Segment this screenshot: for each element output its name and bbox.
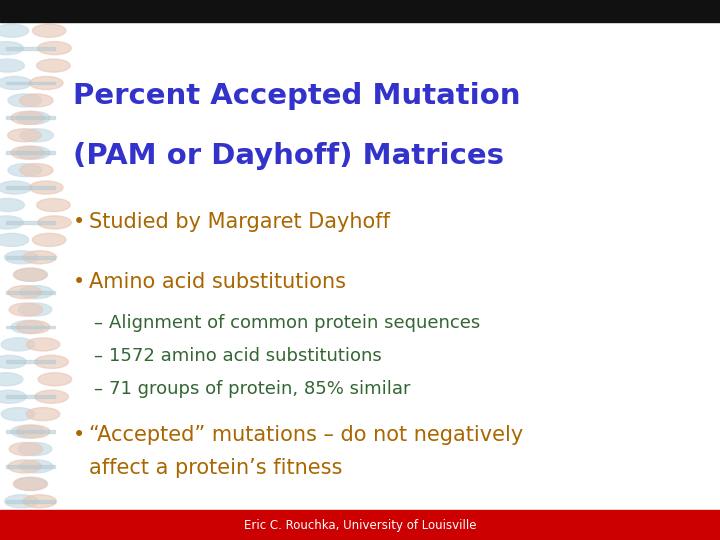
Text: Percent Accepted Mutation: Percent Accepted Mutation (73, 82, 521, 110)
Bar (6, 47, 55, 50)
Ellipse shape (11, 111, 45, 124)
Ellipse shape (1, 408, 35, 421)
Text: –: – (93, 347, 102, 365)
Ellipse shape (32, 233, 66, 246)
Ellipse shape (14, 477, 47, 490)
Bar (6, 326, 55, 328)
Bar (6, 151, 55, 154)
Ellipse shape (0, 42, 23, 55)
Ellipse shape (4, 251, 38, 264)
Bar (0, 510, 720, 540)
Ellipse shape (14, 0, 47, 2)
Text: Studied by Margaret Dayhoff: Studied by Margaret Dayhoff (89, 212, 390, 232)
Ellipse shape (4, 495, 38, 508)
Ellipse shape (9, 303, 42, 316)
Ellipse shape (0, 233, 29, 246)
Ellipse shape (8, 129, 41, 142)
Ellipse shape (17, 146, 50, 159)
Ellipse shape (14, 0, 48, 2)
Bar (6, 500, 55, 503)
Bar (0, 0, 720, 22)
Bar (6, 291, 55, 294)
Ellipse shape (19, 94, 53, 107)
Ellipse shape (0, 181, 32, 194)
Text: (PAM or Dayhoff) Matrices: (PAM or Dayhoff) Matrices (73, 142, 504, 170)
Ellipse shape (14, 268, 47, 281)
Ellipse shape (23, 6, 56, 20)
Ellipse shape (8, 94, 42, 107)
Ellipse shape (4, 6, 38, 20)
Ellipse shape (19, 164, 53, 177)
Ellipse shape (18, 442, 52, 456)
Bar (6, 430, 55, 433)
Text: 71 groups of protein, 85% similar: 71 groups of protein, 85% similar (109, 380, 410, 398)
Bar (6, 256, 55, 259)
Bar (6, 465, 55, 468)
Ellipse shape (0, 24, 29, 37)
Ellipse shape (0, 355, 26, 368)
Text: Alignment of common protein sequences: Alignment of common protein sequences (109, 314, 480, 332)
Ellipse shape (35, 355, 68, 368)
Ellipse shape (9, 442, 42, 456)
Bar (6, 361, 55, 363)
Ellipse shape (19, 286, 53, 299)
Ellipse shape (0, 390, 26, 403)
Ellipse shape (0, 59, 24, 72)
Ellipse shape (32, 24, 66, 37)
Ellipse shape (17, 111, 50, 124)
Bar (6, 12, 55, 15)
Ellipse shape (0, 199, 24, 212)
Text: affect a protein’s fitness: affect a protein’s fitness (89, 458, 343, 478)
Bar (6, 82, 55, 84)
Ellipse shape (8, 460, 42, 473)
Ellipse shape (12, 425, 45, 438)
Ellipse shape (30, 181, 63, 194)
Ellipse shape (23, 495, 56, 508)
Bar (6, 186, 55, 189)
Bar (6, 117, 55, 119)
Ellipse shape (8, 164, 42, 177)
Ellipse shape (35, 390, 68, 403)
Ellipse shape (12, 320, 45, 334)
Text: •: • (73, 425, 85, 445)
Ellipse shape (19, 460, 53, 473)
Ellipse shape (0, 373, 23, 386)
Ellipse shape (37, 42, 71, 55)
Text: •: • (73, 212, 85, 232)
Ellipse shape (0, 77, 32, 90)
Text: Amino acid substitutions: Amino acid substitutions (89, 272, 346, 292)
Text: “Accepted” mutations – do not negatively: “Accepted” mutations – do not negatively (89, 425, 523, 445)
Text: –: – (93, 314, 102, 332)
Ellipse shape (38, 373, 72, 386)
Ellipse shape (26, 408, 60, 421)
Text: Eric C. Rouchka, University of Louisville: Eric C. Rouchka, University of Louisvill… (244, 518, 476, 531)
Text: –: – (93, 380, 102, 398)
Ellipse shape (23, 251, 56, 264)
Ellipse shape (17, 425, 50, 438)
Ellipse shape (26, 338, 60, 351)
Text: •: • (73, 272, 85, 292)
Ellipse shape (14, 268, 48, 281)
Ellipse shape (18, 303, 52, 316)
Ellipse shape (37, 216, 71, 229)
Ellipse shape (37, 199, 70, 212)
Bar (6, 395, 55, 398)
Ellipse shape (11, 146, 45, 159)
Ellipse shape (8, 286, 42, 299)
Ellipse shape (17, 320, 50, 334)
Ellipse shape (1, 338, 35, 351)
Ellipse shape (30, 77, 63, 90)
Ellipse shape (20, 129, 53, 142)
Ellipse shape (37, 59, 70, 72)
Ellipse shape (14, 477, 48, 490)
Text: 1572 amino acid substitutions: 1572 amino acid substitutions (109, 347, 382, 365)
Ellipse shape (0, 216, 23, 229)
Bar (6, 221, 55, 224)
